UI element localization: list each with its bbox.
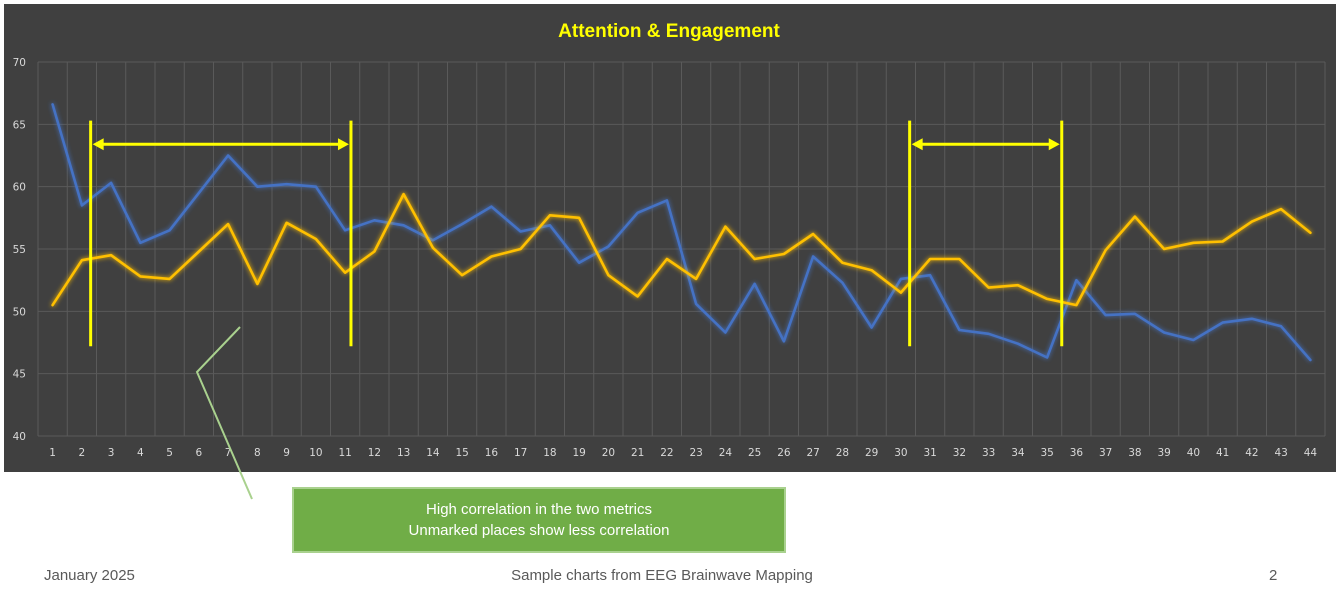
bracket-arrowhead-left (92, 138, 104, 151)
x-tick-label: 16 (485, 447, 499, 459)
x-tick-label: 33 (982, 447, 995, 459)
x-tick-label: 27 (806, 447, 819, 459)
callout-box: High correlation in the two metrics Unma… (292, 487, 786, 553)
y-tick-label: 60 (13, 182, 26, 194)
x-tick-label: 7 (225, 447, 232, 459)
bracket-arrowhead-left (911, 138, 923, 151)
bracket-arrowhead-right (337, 138, 349, 151)
footer-caption: Sample charts from EEG Brainwave Mapping (511, 567, 813, 584)
x-tick-label: 31 (923, 447, 936, 459)
page-number: 2 (1269, 567, 1278, 584)
chart-title: Attention & Engagement (558, 21, 780, 42)
y-tick-label: 40 (13, 431, 26, 443)
x-tick-label: 25 (748, 447, 761, 459)
x-tick-label: 2 (79, 447, 86, 459)
x-tick-label: 5 (166, 447, 173, 459)
x-tick-label: 36 (1070, 447, 1084, 459)
x-tick-label: 18 (543, 447, 556, 459)
x-tick-label: 43 (1274, 447, 1287, 459)
bracket-arrowhead-right (1048, 138, 1060, 151)
series-line-2 (51, 192, 1312, 307)
chart-area: Attention & Engagement 40 45 50 55 60 65 70 1 2 3… (4, 4, 1336, 472)
y-tick-label: 55 (13, 244, 26, 256)
x-tick-label: 38 (1128, 447, 1141, 459)
x-tick-label: 14 (426, 447, 440, 459)
x-tick-label: 17 (514, 447, 527, 459)
callout-line-2: Unmarked places show less correlation (408, 522, 670, 539)
x-tick-label: 29 (865, 447, 878, 459)
x-tick-label: 44 (1304, 447, 1318, 459)
x-tick-label: 3 (108, 447, 115, 459)
x-tick-label: 21 (631, 447, 644, 459)
x-tick-label: 1 (49, 447, 56, 459)
footer-date: January 2025 (44, 567, 135, 584)
x-tick-label: 12 (368, 447, 381, 459)
y-tick-label: 50 (13, 306, 26, 318)
x-tick-label: 37 (1099, 447, 1112, 459)
x-tick-label: 10 (309, 447, 322, 459)
callout-line-1: High correlation in the two metrics (426, 501, 652, 518)
x-tick-label: 8 (254, 447, 261, 459)
x-tick-label: 28 (836, 447, 849, 459)
series-line-1 (51, 103, 1312, 362)
x-tick-label: 35 (1040, 447, 1053, 459)
x-tick-label: 9 (283, 447, 290, 459)
y-tick-label: 70 (13, 57, 26, 69)
x-tick-label: 6 (196, 447, 203, 459)
x-tick-label: 4 (137, 447, 144, 459)
x-tick-label: 30 (894, 447, 907, 459)
x-tick-label: 15 (455, 447, 468, 459)
x-tick-label: 19 (572, 447, 585, 459)
x-tick-label: 20 (602, 447, 615, 459)
x-tick-label: 34 (1011, 447, 1025, 459)
x-tick-label: 26 (777, 447, 791, 459)
x-tick-label: 39 (1157, 447, 1170, 459)
x-tick-label: 13 (397, 447, 410, 459)
y-tick-label: 45 (13, 369, 26, 381)
correlation-bracket-1 (89, 120, 353, 347)
x-tick-label: 42 (1245, 447, 1258, 459)
x-tick-label: 24 (719, 447, 733, 459)
x-tick-label: 41 (1216, 447, 1229, 459)
correlation-bracket-2 (908, 120, 1064, 347)
x-tick-label: 32 (953, 447, 966, 459)
x-tick-label: 22 (660, 447, 673, 459)
y-tick-label: 65 (13, 119, 26, 131)
x-tick-label: 11 (338, 447, 351, 459)
x-tick-label: 40 (1187, 447, 1200, 459)
x-tick-label: 23 (689, 447, 702, 459)
